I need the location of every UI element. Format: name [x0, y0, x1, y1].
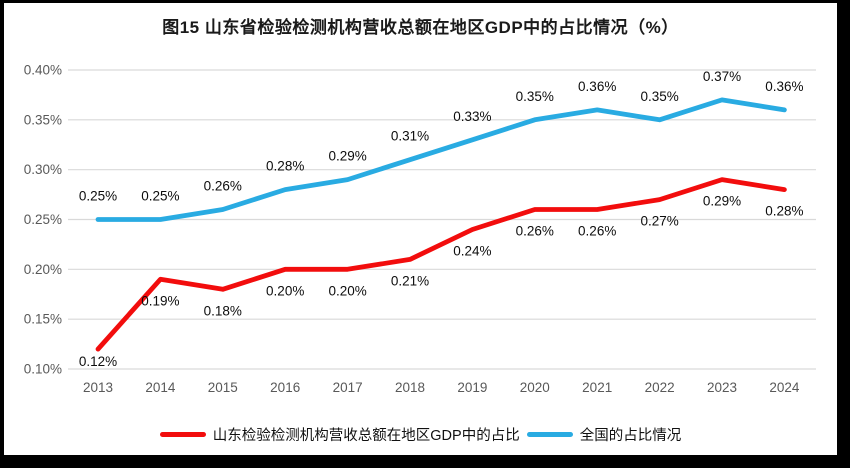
- series-line-national-share: [95, 97, 787, 222]
- legend-swatch-national-line: [526, 432, 573, 437]
- x-axis-tick-label: 2018: [395, 380, 425, 395]
- y-axis-tick-label: 0.25%: [24, 212, 62, 227]
- data-label: 0.33%: [453, 109, 491, 124]
- x-axis-tick-label: 2019: [457, 380, 487, 395]
- legend-label-national: 全国的占比情况: [579, 428, 682, 444]
- x-axis-tick-label: 2017: [333, 380, 363, 395]
- data-label: 0.28%: [765, 204, 803, 219]
- data-label: 0.26%: [578, 224, 616, 239]
- series-line-shandong-gdp-share: [95, 177, 787, 352]
- chart-legend: 山东检验检测机构营收总额在地区GDP中的占比 全国的占比情况: [0, 424, 841, 445]
- data-label: 0.29%: [703, 194, 741, 209]
- data-label: 0.20%: [328, 283, 366, 298]
- legend-swatch-shandong-line: [159, 432, 206, 437]
- y-axis-tick-label: 0.35%: [24, 112, 62, 127]
- chart-title: 图15 山东省检验检测机构营收总额在地区GDP中的占比情况（%）: [162, 18, 679, 37]
- x-axis-tick-label: 2024: [769, 380, 800, 395]
- x-axis-tick-label: 2013: [83, 380, 113, 395]
- data-label: 0.20%: [266, 283, 304, 298]
- data-label: 0.29%: [328, 149, 366, 164]
- x-axis-tick-label: 2022: [645, 380, 675, 395]
- y-axis-tick-label: 0.10%: [24, 362, 62, 377]
- data-label: 0.36%: [578, 79, 616, 94]
- y-axis-tick-label: 0.15%: [24, 312, 62, 327]
- data-label: 0.24%: [453, 243, 491, 258]
- data-label: 0.18%: [204, 303, 242, 318]
- x-axis-tick-label: 2021: [582, 380, 612, 395]
- data-label: 0.35%: [516, 89, 554, 104]
- x-axis-tick-label: 2014: [145, 380, 176, 395]
- data-label: 0.36%: [765, 79, 803, 94]
- data-label: 0.25%: [141, 189, 179, 204]
- x-axis-tick-label: 2023: [707, 380, 737, 395]
- chart-background: [4, 3, 837, 455]
- y-axis-tick-label: 0.40%: [24, 63, 62, 78]
- data-label: 0.35%: [640, 89, 678, 104]
- x-axis-tick-label: 2016: [270, 380, 300, 395]
- data-label: 0.37%: [703, 69, 741, 84]
- data-label: 0.21%: [391, 273, 429, 288]
- y-axis-tick-label: 0.30%: [24, 162, 62, 177]
- data-label: 0.26%: [516, 224, 554, 239]
- data-label: 0.31%: [391, 129, 429, 144]
- data-label: 0.26%: [204, 179, 242, 194]
- x-axis-tick-label: 2015: [208, 380, 238, 395]
- data-label: 0.28%: [266, 159, 304, 174]
- x-axis-tick-label: 2020: [520, 380, 550, 395]
- y-axis-tick-label: 0.20%: [24, 262, 62, 277]
- data-label: 0.25%: [79, 189, 117, 204]
- data-label: 0.27%: [640, 214, 678, 229]
- data-label: 0.12%: [79, 354, 117, 369]
- data-label: 0.19%: [141, 293, 179, 308]
- legend-label-shandong: 山东检验检测机构营收总额在地区GDP中的占比: [212, 428, 520, 444]
